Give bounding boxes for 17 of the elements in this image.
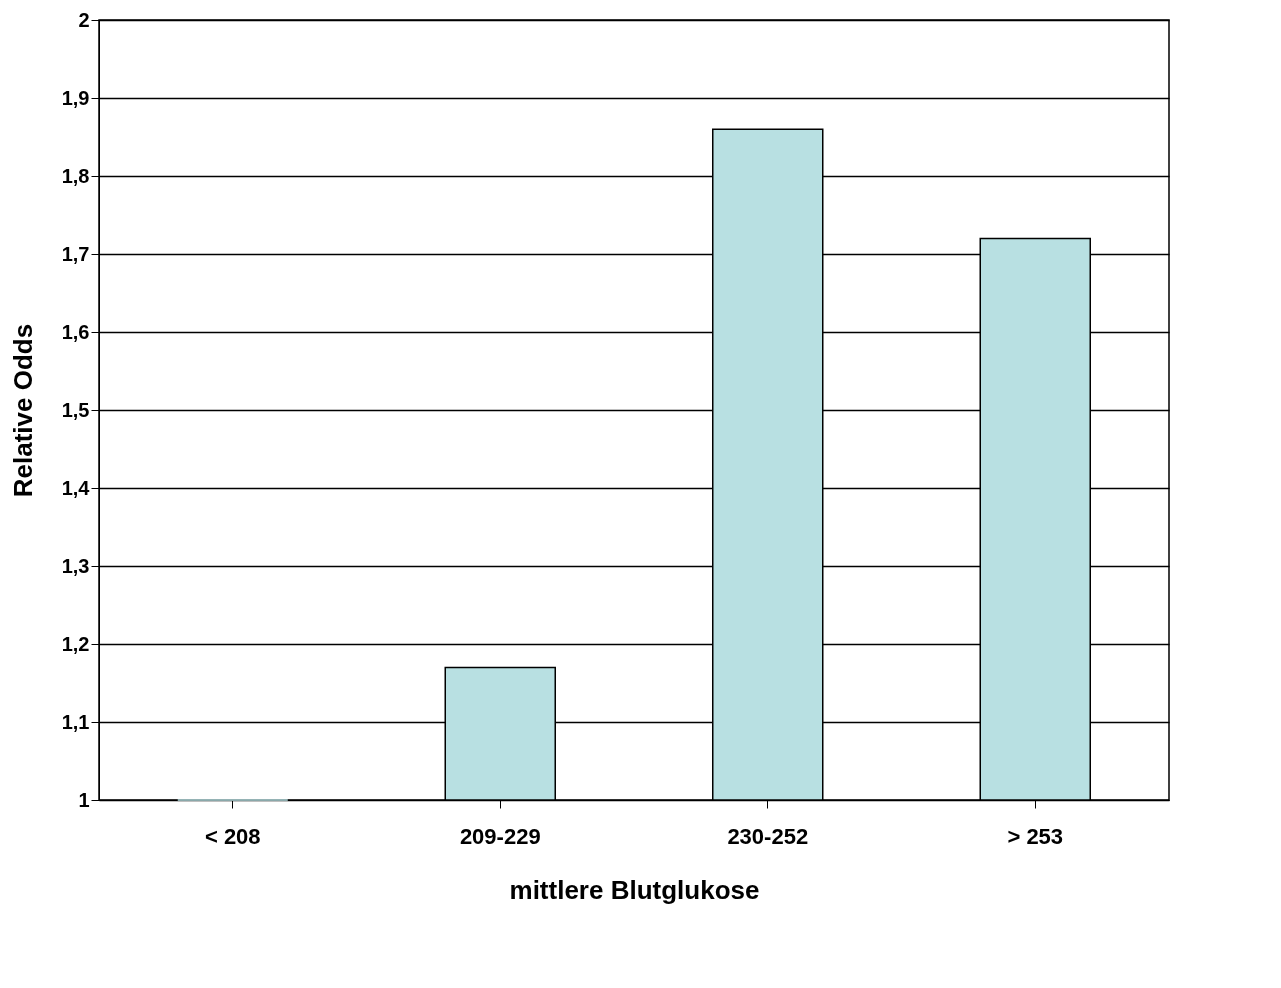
y-tick-label: 1,8 — [61, 164, 90, 187]
x-tick-label: > 253 — [1007, 823, 1064, 849]
y-tick-label: 1,5 — [61, 398, 90, 421]
y-tick-label: 1,6 — [61, 320, 90, 343]
y-tick-label: 1,9 — [61, 86, 90, 109]
y-tick-label: 1 — [78, 788, 90, 811]
x-tick-label: 209-229 — [459, 823, 541, 849]
y-axis-title: Relative Odds — [7, 323, 38, 498]
x-axis-title: mittlere Blutglukose — [509, 874, 760, 905]
x-tick-label: 230-252 — [727, 823, 809, 849]
y-tick-label: 1,4 — [61, 476, 91, 499]
y-tick-label: 1,2 — [61, 632, 90, 655]
y-tick-label: 1,1 — [61, 710, 90, 733]
y-tick-label: 2 — [78, 8, 90, 31]
y-tick-label: 1,3 — [61, 554, 90, 577]
y-tick-label: 1,7 — [61, 242, 90, 265]
x-tick-label: < 208 — [204, 823, 261, 849]
